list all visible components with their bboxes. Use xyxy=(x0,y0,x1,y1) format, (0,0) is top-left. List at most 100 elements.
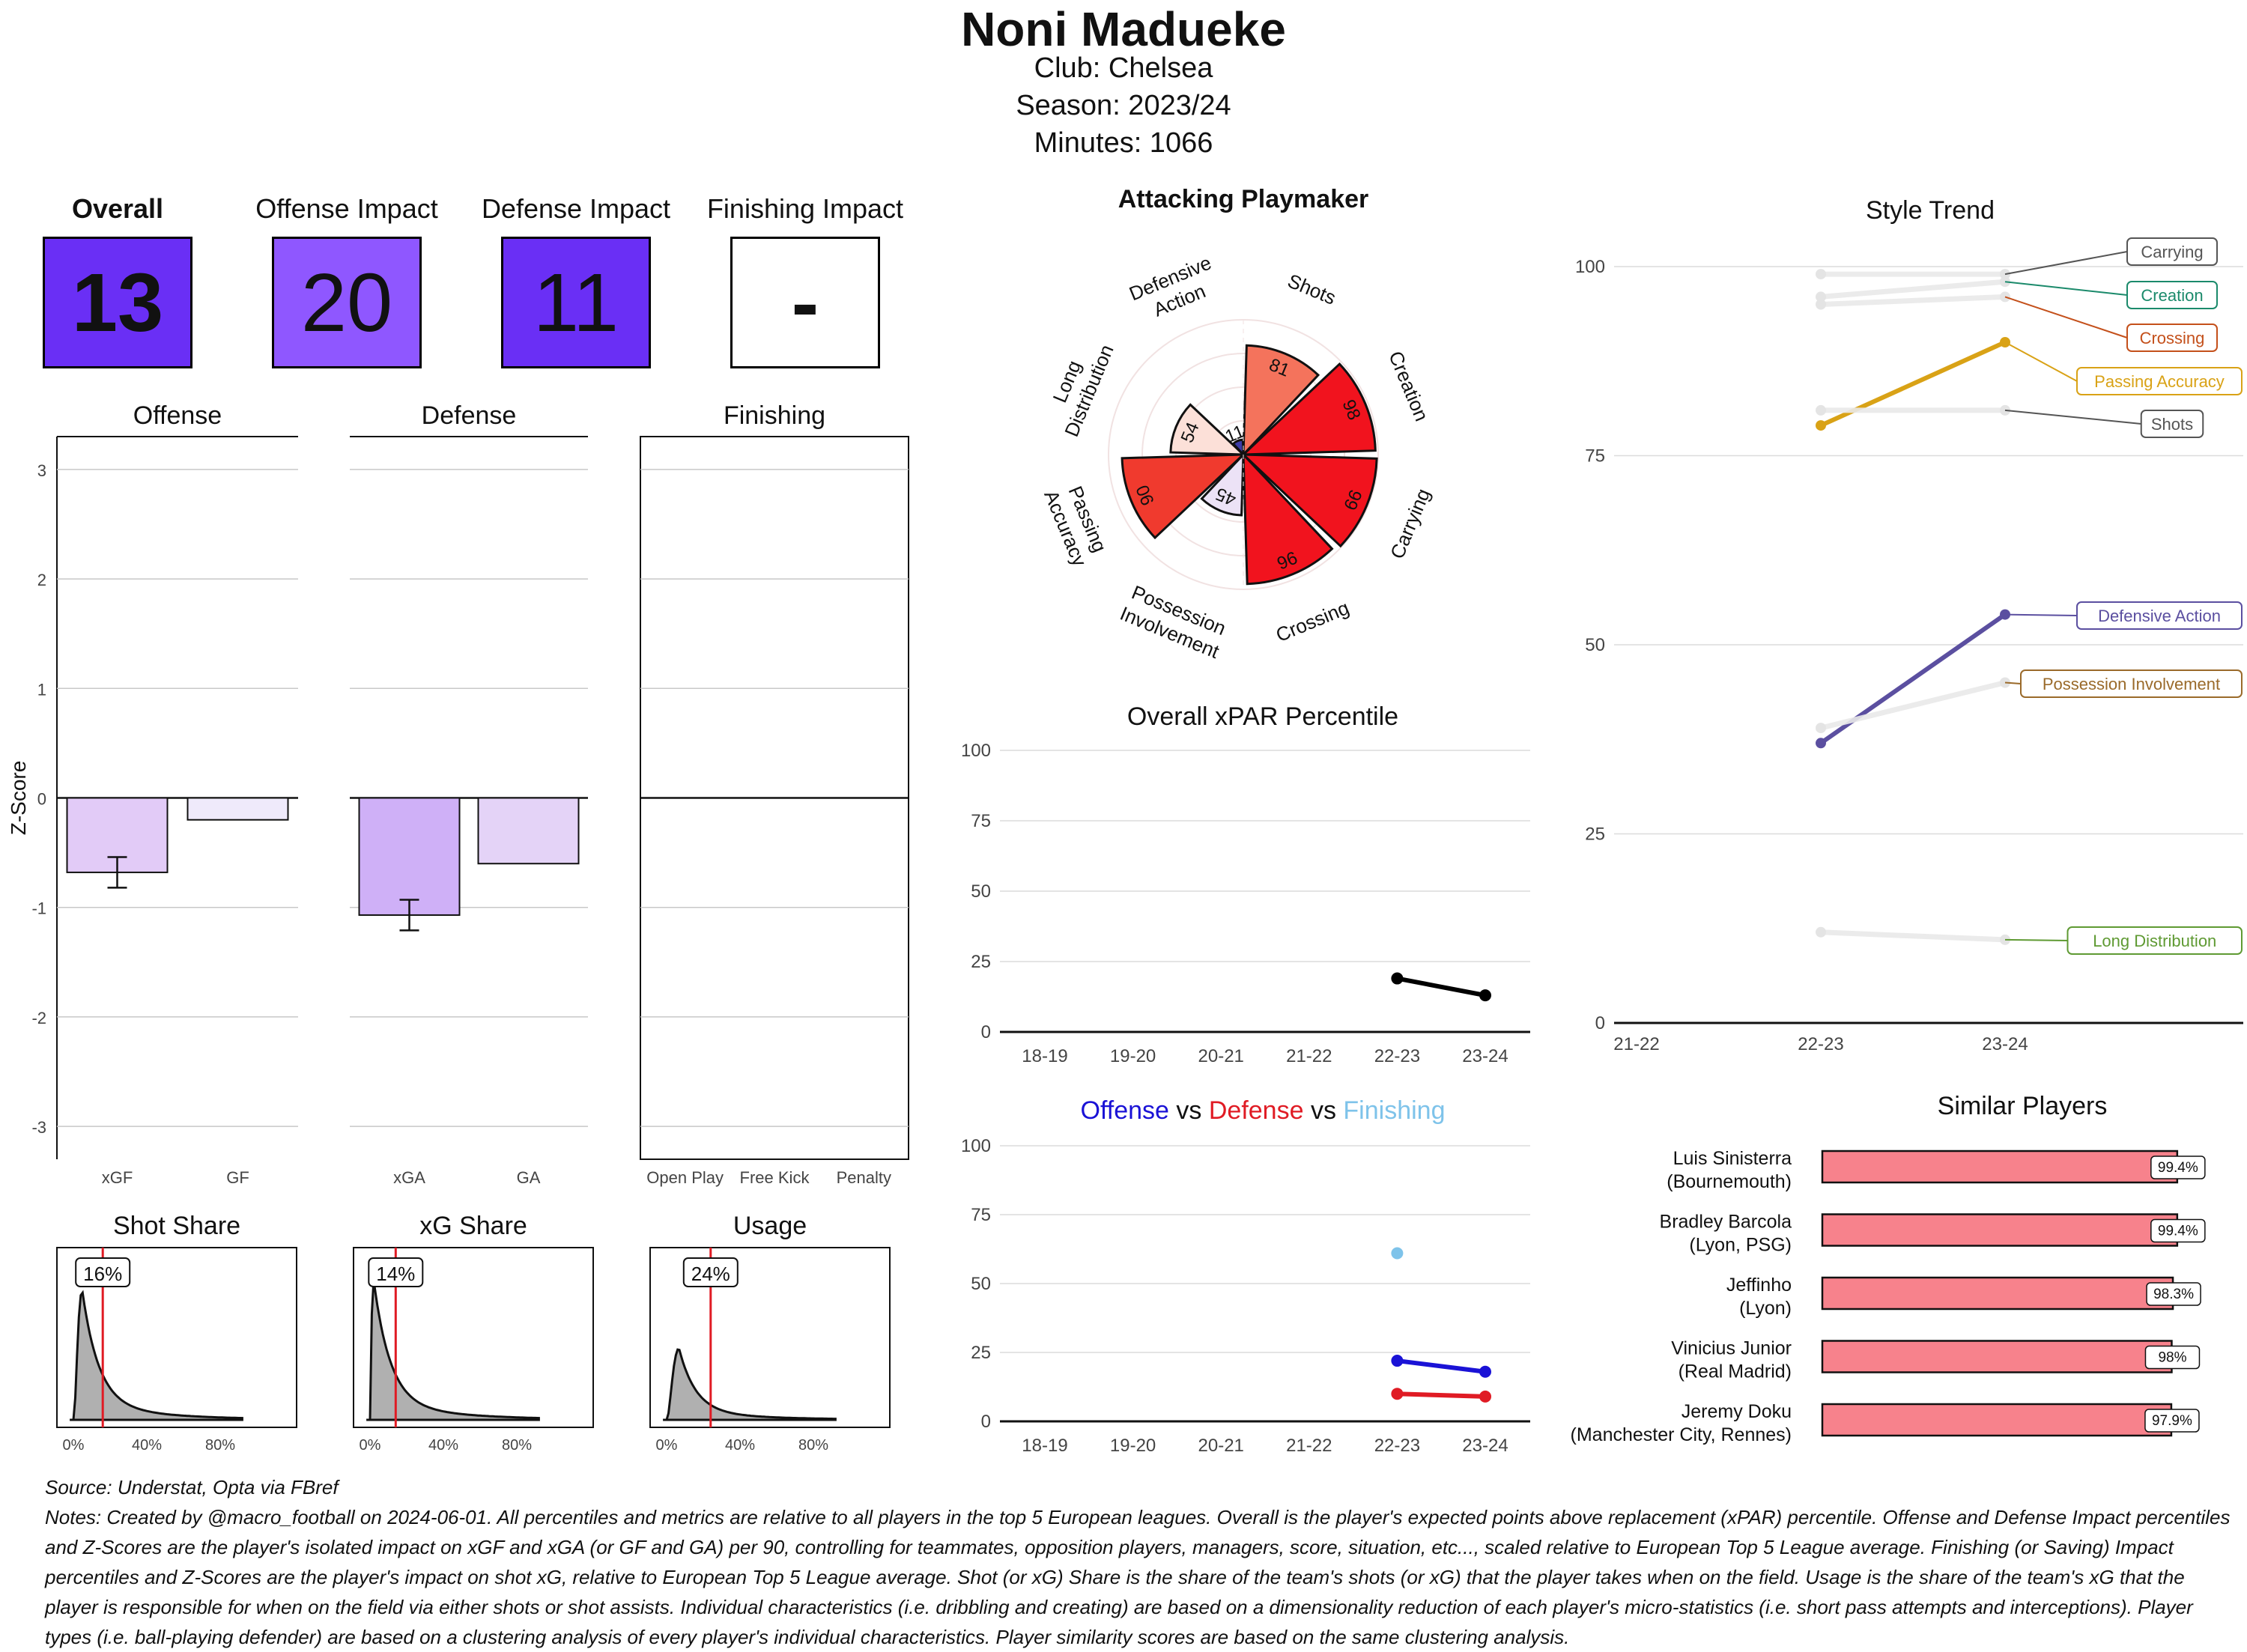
style-point xyxy=(1816,269,1826,280)
data-point xyxy=(1391,972,1404,985)
x-tick-label: 0% xyxy=(63,1437,85,1454)
data-point xyxy=(1479,989,1491,1002)
x-tick-label: 22-23 xyxy=(1798,1034,1843,1054)
x-tick-label: 40% xyxy=(725,1437,755,1454)
y-tick-label: 0 xyxy=(981,1412,991,1432)
series-label-box xyxy=(2076,601,2243,630)
series-label-box xyxy=(2126,281,2218,309)
radar-bar-creation xyxy=(1240,362,1377,456)
x-tick-label: 19-20 xyxy=(1110,1046,1156,1066)
data-point xyxy=(1479,1390,1491,1403)
defense-impact-score-box: 11 xyxy=(501,237,651,368)
panel-title: Offense xyxy=(133,401,222,430)
x-tick-label: Open Play xyxy=(646,1168,724,1187)
source-note: Source: Understat, Opta via FBref xyxy=(45,1476,339,1498)
x-tick-label: 23-24 xyxy=(1982,1034,2028,1054)
panel-title: Usage xyxy=(733,1212,807,1240)
panel-title: xG Share xyxy=(419,1212,527,1240)
x-tick-label: GF xyxy=(226,1168,249,1187)
similarity-bar xyxy=(1821,1340,2173,1373)
y-tick-label: -3 xyxy=(31,1118,46,1137)
similarity-bar xyxy=(1821,1276,2174,1311)
series-label: Passing Accuracy xyxy=(2094,372,2225,391)
style-point xyxy=(1816,291,1826,303)
y-tick-label: 0 xyxy=(1595,1013,1605,1033)
series-label-box xyxy=(2126,237,2218,266)
x-tick-label: xGA xyxy=(393,1168,425,1187)
label-leader xyxy=(2004,341,2078,382)
club-label: Club: Chelsea xyxy=(1034,52,1213,84)
series-line xyxy=(1397,1391,1486,1399)
series-label: Possession Involvement xyxy=(2043,675,2220,693)
x-tick-label: 22-23 xyxy=(1374,1436,1420,1456)
label-leader xyxy=(2004,681,2022,684)
label-leader xyxy=(2004,296,2128,338)
radar-bar-defensive-action xyxy=(1231,438,1245,458)
x-tick-label: 21-22 xyxy=(1286,1046,1332,1066)
finishing-impact-score-box: - xyxy=(730,237,880,368)
y-tick-label: 25 xyxy=(1585,825,1605,845)
x-tick-label: 40% xyxy=(428,1437,458,1454)
similarity-value-label: 98.3% xyxy=(2153,1287,2194,1302)
title-part: vs xyxy=(1169,1096,1201,1125)
footer: Source: Understat, Opta via FBref Notes:… xyxy=(45,1472,2232,1652)
radar-bar-carrying xyxy=(1240,453,1378,548)
style-line xyxy=(1820,279,2006,300)
title-part: Finishing xyxy=(1336,1096,1446,1125)
x-tick-label: 23-24 xyxy=(1462,1436,1508,1456)
y-tick-label: 75 xyxy=(971,1205,991,1225)
title-part: Defense xyxy=(1201,1096,1303,1125)
y-tick-label: -1 xyxy=(31,899,46,918)
similar-player-name: Jeremy Doku xyxy=(1682,1401,1792,1422)
overall-title: Overall xyxy=(71,193,164,224)
radar-category-word: Shots xyxy=(1285,270,1339,309)
style-line xyxy=(1820,680,2006,731)
radar-bar-possession-involvement xyxy=(1200,452,1245,517)
x-tick-label: 18-19 xyxy=(1022,1436,1067,1456)
x-tick-label: 80% xyxy=(798,1437,828,1454)
x-tick-label: GA xyxy=(517,1168,541,1187)
radar-title: Attacking Playmaker xyxy=(1118,185,1369,213)
y-tick-label: 100 xyxy=(1575,257,1605,277)
season-label: Season: 2023/24 xyxy=(1016,90,1231,121)
share-label: 24% xyxy=(691,1263,730,1285)
x-tick-label: 19-20 xyxy=(1110,1436,1156,1456)
y-tick-label: 1 xyxy=(37,680,46,699)
label-leader xyxy=(2004,613,2078,616)
similarity-bar xyxy=(1821,1150,2179,1184)
series-label-box xyxy=(2066,926,2243,955)
offense-impact-title: Offense Impact xyxy=(255,193,438,224)
series-label: Long Distribution xyxy=(2093,932,2216,950)
panel-title: Defense xyxy=(422,401,517,430)
similar-player-club: (Lyon) xyxy=(1739,1298,1792,1319)
style-point xyxy=(1816,299,1826,310)
similar-player-club: (Bournemouth) xyxy=(1667,1171,1792,1192)
share-label-box xyxy=(682,1257,739,1287)
series-label: Shots xyxy=(2151,415,2193,434)
style-line xyxy=(1820,929,2006,943)
series-label-box xyxy=(2126,324,2218,352)
y-tick-label: 75 xyxy=(971,811,991,831)
y-tick-label: 50 xyxy=(971,1274,991,1294)
similar-player-name: Luis Sinisterra xyxy=(1673,1148,1792,1169)
style-trend-title: Style Trend xyxy=(1866,196,1995,225)
style-line xyxy=(1820,294,2006,307)
data-point xyxy=(1479,1365,1491,1378)
y-tick-label: 100 xyxy=(961,741,991,761)
series-label: Defensive Action xyxy=(2098,607,2221,625)
label-leader xyxy=(2004,938,2068,941)
y-tick-label: 75 xyxy=(1585,446,1605,467)
radar-bar-passing-accuracy xyxy=(1121,453,1246,540)
similar-player-club: (Lyon, PSG) xyxy=(1689,1235,1792,1256)
radar-category-word: Carrying xyxy=(1386,485,1434,562)
radar-bar-shots xyxy=(1242,344,1320,458)
similarity-label-box xyxy=(2144,1345,2201,1370)
panel-title: Shot Share xyxy=(113,1212,240,1240)
radar-category-word: Creation xyxy=(1384,347,1433,424)
share-label: 14% xyxy=(376,1263,415,1285)
similarity-label-box xyxy=(2150,1218,2206,1243)
y-tick-label: 25 xyxy=(971,1343,991,1363)
series-label-box xyxy=(2076,367,2243,395)
